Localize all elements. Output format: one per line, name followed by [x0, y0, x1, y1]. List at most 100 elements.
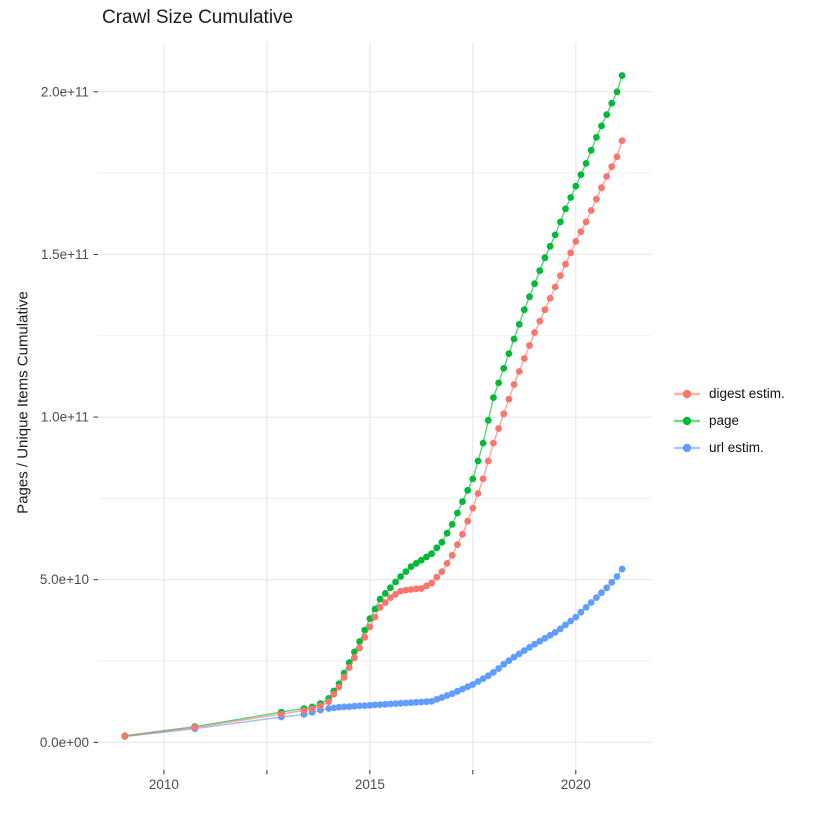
- data-point: [582, 160, 590, 167]
- legend-label: page: [709, 413, 740, 428]
- y-tick-label: 1.5e+11: [41, 247, 89, 262]
- data-point: [577, 608, 585, 616]
- data-point: [407, 586, 415, 593]
- data-point: [562, 260, 569, 268]
- data-point: [459, 685, 466, 693]
- data-point: [495, 425, 502, 432]
- data-point: [351, 702, 358, 710]
- data-point: [479, 439, 487, 447]
- chart-title: Crawl Size Cumulative: [102, 7, 294, 28]
- data-point: [526, 342, 533, 349]
- data-point: [567, 194, 575, 201]
- data-point: [464, 683, 472, 691]
- x-tick-label: 2015: [355, 777, 385, 792]
- data-point: [392, 590, 399, 598]
- data-point: [484, 457, 492, 465]
- legend-item-digest-estim[interactable]: digest estim.: [672, 380, 785, 407]
- data-point: [392, 578, 399, 586]
- data-point: [417, 698, 425, 706]
- legend-item-page[interactable]: page: [672, 407, 785, 434]
- data-point: [412, 560, 420, 567]
- data-point: [361, 633, 369, 641]
- data-point: [531, 280, 538, 288]
- data-point: [536, 317, 544, 325]
- data-point: [510, 335, 518, 343]
- data-point: [515, 321, 523, 328]
- data-point: [618, 565, 626, 573]
- data-point: [366, 623, 374, 631]
- data-point: [423, 553, 430, 561]
- data-point: [345, 664, 353, 671]
- data-point: [505, 395, 513, 403]
- legend-item-url-estim[interactable]: url estim.: [672, 434, 785, 461]
- data-point: [546, 294, 554, 302]
- data-point: [582, 604, 590, 611]
- data-point: [397, 587, 405, 595]
- data-point: [340, 673, 348, 681]
- data-point: [618, 72, 626, 79]
- data-point: [474, 490, 482, 497]
- legend: digest estim. page url estim.: [672, 380, 785, 461]
- data-point: [593, 594, 600, 601]
- data-point: [593, 195, 600, 203]
- data-point: [345, 703, 353, 710]
- data-point: [598, 589, 605, 597]
- data-point: [484, 672, 492, 680]
- data-point: [356, 644, 363, 652]
- data-point: [613, 573, 621, 580]
- data-point: [551, 283, 559, 291]
- data-point: [557, 625, 564, 633]
- data-point: [325, 698, 333, 706]
- data-point: [500, 410, 508, 418]
- legend-key-digest-icon: [674, 389, 700, 398]
- y-axis-title: Pages / Unique Items Cumulative: [14, 291, 32, 514]
- data-point: [572, 182, 580, 190]
- data-point: [277, 710, 285, 718]
- x-tick-label: 2020: [561, 777, 591, 792]
- data-point: [598, 184, 605, 192]
- data-point: [464, 517, 472, 525]
- data-point: [474, 678, 482, 685]
- data-point: [438, 694, 446, 701]
- data-point: [423, 582, 430, 590]
- data-point: [448, 690, 456, 697]
- data-point: [505, 350, 513, 357]
- data-point: [464, 486, 472, 494]
- legend-key-page-icon: [674, 416, 700, 425]
- data-point: [443, 692, 451, 699]
- data-point: [474, 457, 482, 465]
- data-point: [613, 153, 621, 161]
- data-point: [191, 724, 199, 731]
- data-point: [381, 590, 389, 597]
- legend-label: url estim.: [709, 440, 764, 455]
- data-point: [121, 732, 129, 740]
- data-point: [392, 700, 399, 707]
- data-point: [361, 702, 369, 709]
- data-point: [541, 634, 549, 642]
- data-point: [381, 599, 389, 606]
- data-point: [428, 550, 435, 558]
- data-point: [608, 99, 616, 107]
- data-point: [603, 584, 611, 592]
- data-point: [603, 173, 611, 180]
- data-point: [308, 705, 316, 713]
- data-point: [562, 621, 569, 629]
- data-point: [454, 687, 461, 695]
- data-point: [366, 701, 374, 709]
- data-point: [433, 696, 441, 703]
- data-point: [423, 698, 430, 706]
- data-point: [443, 560, 451, 567]
- data-point: [572, 613, 580, 621]
- data-point: [402, 568, 410, 575]
- data-point: [469, 475, 477, 483]
- data-point: [598, 122, 605, 130]
- data-point: [587, 599, 595, 606]
- data-point: [351, 654, 358, 662]
- data-point: [371, 613, 379, 621]
- data-point: [325, 705, 333, 712]
- data-point: [417, 556, 425, 564]
- data-point: [376, 701, 384, 708]
- data-point: [541, 254, 549, 262]
- data-point: [510, 653, 518, 661]
